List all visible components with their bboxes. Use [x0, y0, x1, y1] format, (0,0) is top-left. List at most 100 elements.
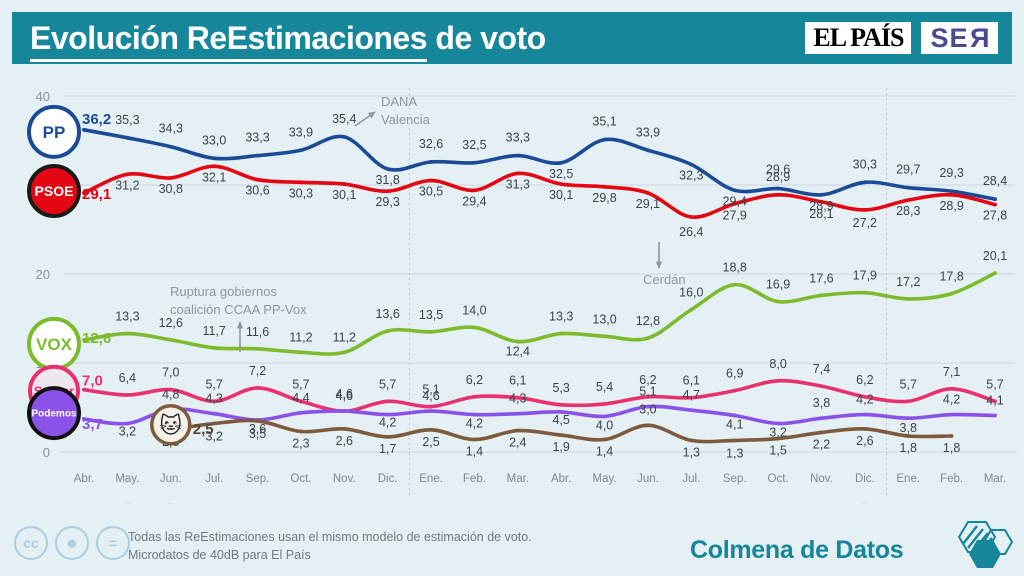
data-label: 3,2 [769, 426, 786, 440]
data-label: 29,4 [462, 194, 486, 208]
data-point [82, 387, 86, 392]
data-point [993, 399, 997, 404]
data-label: 34,3 [159, 122, 183, 136]
legend-pill-pp[interactable]: PP [27, 104, 81, 159]
data-point [993, 271, 997, 276]
data-point [515, 395, 520, 400]
data-point [385, 167, 390, 171]
data-point [732, 201, 737, 206]
brand-label: Colmena de Datos [690, 536, 904, 564]
annotation-text: Cerdán [643, 272, 686, 287]
data-label: 29,7 [896, 163, 920, 177]
data-label: 28,4 [983, 174, 1007, 188]
data-label: 28,9 [939, 199, 963, 213]
data-label: 33,0 [202, 133, 226, 147]
data-point [299, 399, 303, 404]
data-point [429, 427, 433, 432]
data-label: 32,5 [462, 138, 486, 152]
data-label: 30,6 [245, 184, 269, 198]
data-point [559, 402, 564, 407]
data-label: 6,2 [639, 373, 656, 387]
data-label: 5,4 [596, 380, 613, 394]
data-point [689, 162, 694, 167]
data-point [646, 404, 650, 409]
data-label: 7,4 [813, 362, 830, 376]
legend-value-psoe: 29,1 [82, 186, 111, 203]
data-point [906, 399, 911, 404]
legend-value-vox: 12,6 [82, 330, 111, 347]
data-label: 1,8 [900, 441, 917, 455]
cc-by-person-icon: ☻ [55, 526, 89, 560]
data-label: 13,6 [375, 307, 399, 321]
x-axis-tick-label: Oct. [290, 473, 311, 485]
data-point [255, 177, 260, 182]
y-axis-tick-label: 0 [43, 445, 50, 460]
data-point [255, 346, 260, 351]
data-label: 32,5 [549, 167, 573, 181]
data-label: 1,4 [466, 445, 483, 459]
data-label: 2,3 [292, 437, 309, 451]
legend-pill-podemos[interactable]: Podemos [27, 386, 81, 441]
data-label: 1,7 [379, 442, 396, 456]
data-label: 4,3 [509, 392, 526, 406]
data-point [472, 188, 477, 193]
y-axis-tick-label: 40 [36, 89, 50, 104]
data-point [906, 416, 911, 421]
data-point [993, 197, 997, 202]
legend-pill-vox[interactable]: VOX [27, 316, 81, 371]
data-label: 29,4 [723, 194, 747, 208]
data-point [125, 172, 130, 177]
line-chart-svg: 010203040202420252026Abr.May.Jun.Jul.Sep… [27, 88, 1017, 504]
data-point [819, 384, 824, 389]
data-point [949, 386, 954, 391]
data-point [429, 404, 433, 409]
x-axis-tick-label: Ene. [419, 473, 443, 485]
data-point [646, 336, 650, 340]
data-label: 12,6 [159, 316, 183, 330]
legend-pill-psoe[interactable]: PSOE [27, 164, 81, 219]
series-PSOE [82, 164, 997, 219]
x-axis-tick-label: Mar. [507, 473, 529, 485]
data-label: 30,1 [332, 188, 356, 202]
x-axis-tick-label: Nov. [333, 473, 356, 485]
data-label: 5,1 [639, 385, 656, 399]
data-point [82, 127, 86, 132]
data-point [689, 215, 694, 219]
data-label: 4,6 [422, 389, 439, 403]
data-label: 20,1 [983, 249, 1007, 263]
data-label: 28,9 [809, 199, 833, 213]
x-axis-tick-label: Dic. [855, 473, 875, 485]
data-label: 2,6 [856, 434, 873, 448]
data-label: 29,8 [592, 191, 616, 205]
x-axis-tick-label: Ene. [896, 473, 920, 485]
data-label: 3,2 [119, 425, 136, 439]
data-point [342, 426, 347, 431]
data-label: 2,5 [422, 435, 439, 449]
data-point [168, 175, 173, 180]
data-label: 3,2 [205, 430, 222, 444]
data-label: 29,3 [939, 166, 963, 180]
data-point [559, 182, 564, 187]
data-label: 17,9 [853, 269, 877, 283]
x-axis-tick-label: Jul. [205, 473, 223, 485]
data-label: 7,1 [943, 365, 960, 379]
data-label: 4,2 [379, 416, 396, 430]
data-label: 4,7 [683, 388, 700, 402]
data-label: 35,1 [592, 115, 616, 129]
page-title-underlined: Evolución ReEstimaciones [30, 20, 428, 62]
legend-label: PSOE [35, 183, 74, 199]
data-label: 5,7 [900, 377, 917, 391]
data-label: 5,7 [292, 377, 309, 391]
annotation-arrow-dana [354, 111, 376, 127]
data-label: 5,3 [552, 381, 569, 395]
data-point [559, 331, 564, 336]
data-point [472, 437, 477, 442]
data-point [342, 350, 347, 355]
data-point [819, 200, 824, 204]
data-point [949, 434, 954, 438]
data-label: 32,6 [419, 137, 443, 151]
series-Sumar [82, 378, 997, 413]
data-point [212, 156, 217, 161]
legend-pill-salf[interactable]: 🐱 [150, 404, 192, 446]
data-point [776, 299, 780, 304]
